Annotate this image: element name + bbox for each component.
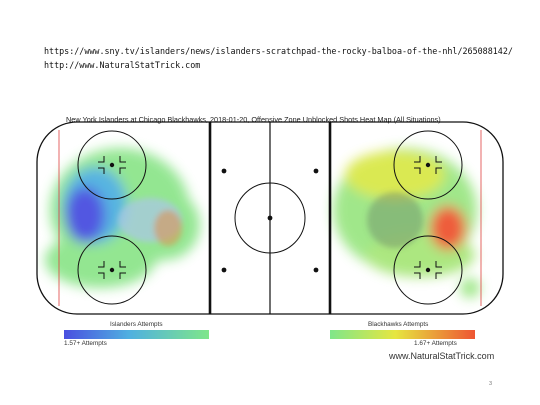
heatmap-title: New York Islanders at Chicago Blackhawks… — [66, 115, 441, 124]
natural-stat-trick-watermark: www.NaturalStatTrick.com — [389, 351, 495, 361]
blackhawks-legend-label: Blackhawks Attempts — [368, 321, 429, 328]
blackhawks-heat-zone — [333, 148, 480, 298]
islanders-heat-zone — [45, 148, 200, 288]
islanders-color-scale — [64, 330, 209, 339]
blackhawks-scale-label: 1.67+ Attempts — [414, 340, 457, 347]
islanders-legend-label: Islanders Attempts — [110, 321, 163, 328]
source-url-sny[interactable]: https://www.sny.tv/islanders/news/island… — [44, 46, 513, 56]
blackhawks-color-scale — [330, 330, 475, 339]
source-url-naturalstattrick[interactable]: http://www.NaturalStatTrick.com — [44, 60, 201, 70]
page-number: 3 — [489, 381, 493, 387]
islanders-scale-label: 1.57+ Attempts — [64, 340, 107, 347]
